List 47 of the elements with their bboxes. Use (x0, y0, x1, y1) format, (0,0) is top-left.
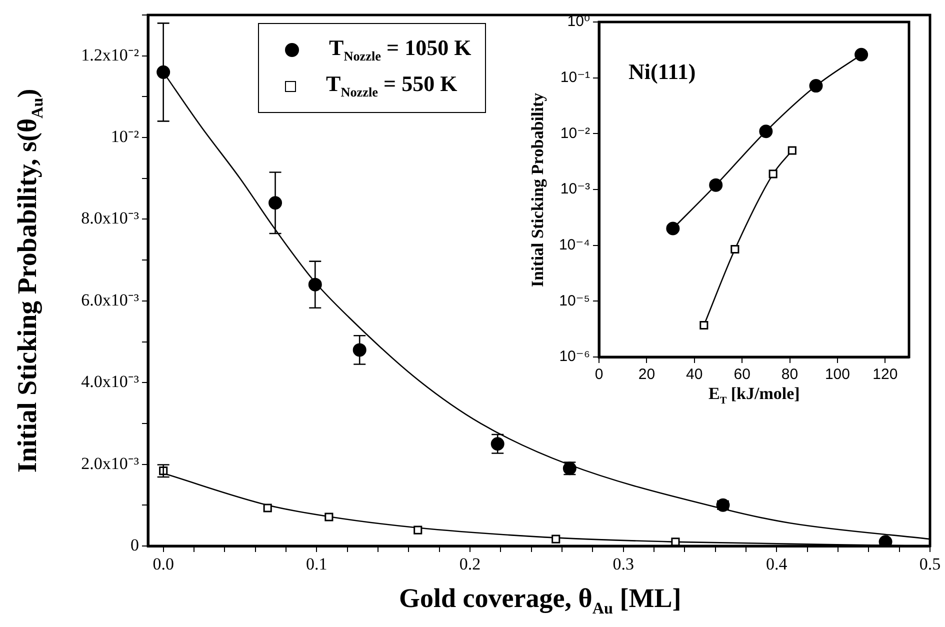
x-tick-label: 0.5 (919, 554, 941, 574)
point (759, 124, 773, 138)
x-tick-label: 100 (824, 366, 850, 384)
x-tick-label: 0.4 (766, 554, 788, 574)
legend-label: T$_{Nozzle}$ = 1050 K (329, 35, 472, 65)
point (878, 535, 892, 546)
x-tick-label: 0.2 (459, 554, 481, 574)
x-axis-title: E$_{T}$ [kJ/mole] (708, 384, 800, 406)
y-tick-label: 2.0x10⁻³ (81, 454, 139, 473)
point (768, 170, 778, 178)
y-tick-label: 10⁻⁴ (558, 236, 590, 254)
point (324, 512, 334, 522)
point (666, 222, 680, 236)
point (809, 79, 823, 93)
y-tick-label: 10⁻¹ (560, 68, 590, 86)
y-tick-label: 6.0x10⁻³ (81, 290, 139, 310)
x-tick-label: 40 (686, 366, 703, 384)
point (671, 538, 680, 546)
point (709, 178, 723, 192)
y-tick-label: 8.0x10⁻³ (81, 208, 139, 228)
x-tick-label: 60 (734, 366, 750, 384)
point (263, 504, 272, 512)
y-axis-title: Initial Sticking Probability (528, 92, 548, 288)
y-tick-label: 1.2x10⁻² (81, 45, 139, 64)
x-axis-title: Gold coverage, θ$_{Au}$ [ML] (399, 582, 682, 618)
point (552, 534, 560, 544)
y-tick-label: 10⁻⁶ (559, 348, 590, 366)
x-tick-label: 0.1 (306, 554, 328, 574)
legend-label: T$_{Nozzle}$ = 550 K (326, 71, 458, 101)
x-tick-label: 0.3 (612, 554, 634, 574)
y-tick-label: 0 (130, 535, 139, 554)
y-tick-label: 10⁻² (560, 124, 590, 142)
y-tick-label: 10⁻⁵ (559, 292, 590, 310)
y-tick-label: 10⁻² (110, 127, 139, 146)
point (700, 320, 708, 330)
x-tick-label: 120 (872, 366, 898, 384)
y-tick-label: 10⁻³ (560, 180, 590, 198)
x-tick-label: 20 (638, 366, 656, 384)
x-tick-label: 80 (781, 366, 798, 384)
y-tick-label: 4.0x10⁻³ (81, 372, 139, 392)
x-tick-label: 0.0 (152, 554, 174, 574)
x-tick-label: 0 (594, 366, 604, 384)
annotation: Ni(111) (628, 59, 696, 85)
point (788, 146, 796, 155)
point (414, 526, 422, 534)
point (730, 244, 740, 254)
point (854, 48, 868, 62)
